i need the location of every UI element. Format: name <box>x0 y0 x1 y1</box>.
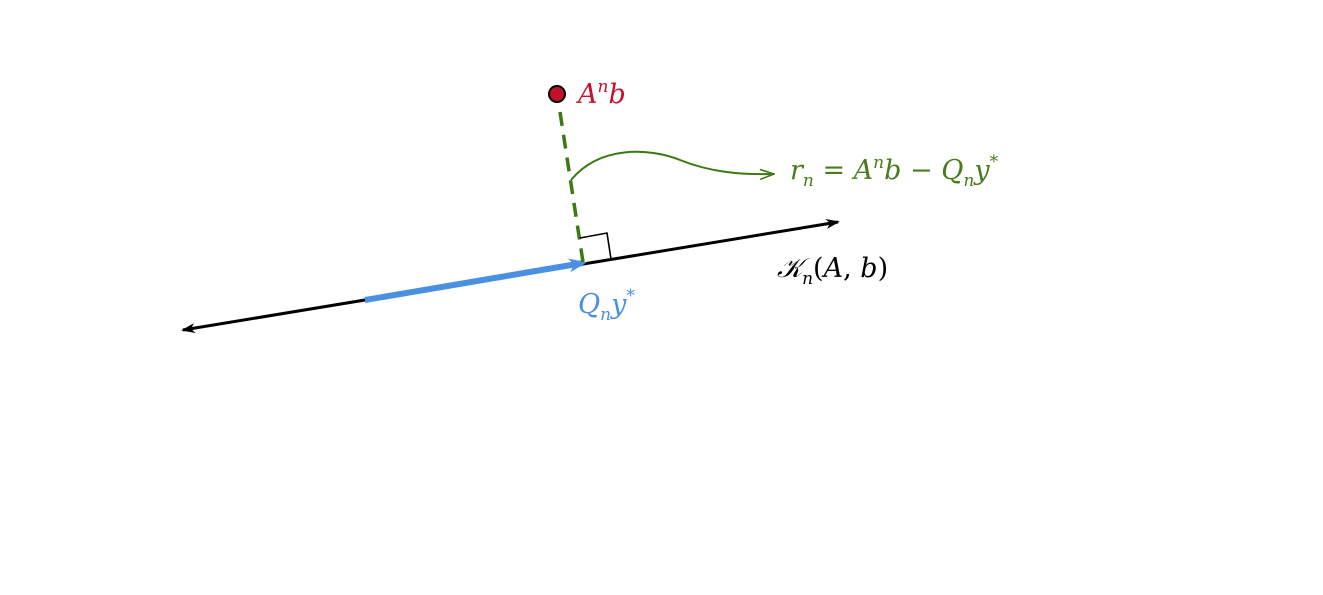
point-label: Anb <box>575 77 626 110</box>
projection-vector <box>364 258 587 303</box>
subspace-label: 𝒦n(A, b) <box>777 253 888 289</box>
residual-label: rn = Anb − Qny* <box>790 152 999 191</box>
point-anb <box>548 85 566 103</box>
right-angle-marker <box>579 232 612 260</box>
projection-label: Qny* <box>578 286 635 325</box>
residual-dashed-line <box>558 111 585 263</box>
residual-annotation-arrow <box>570 150 774 181</box>
